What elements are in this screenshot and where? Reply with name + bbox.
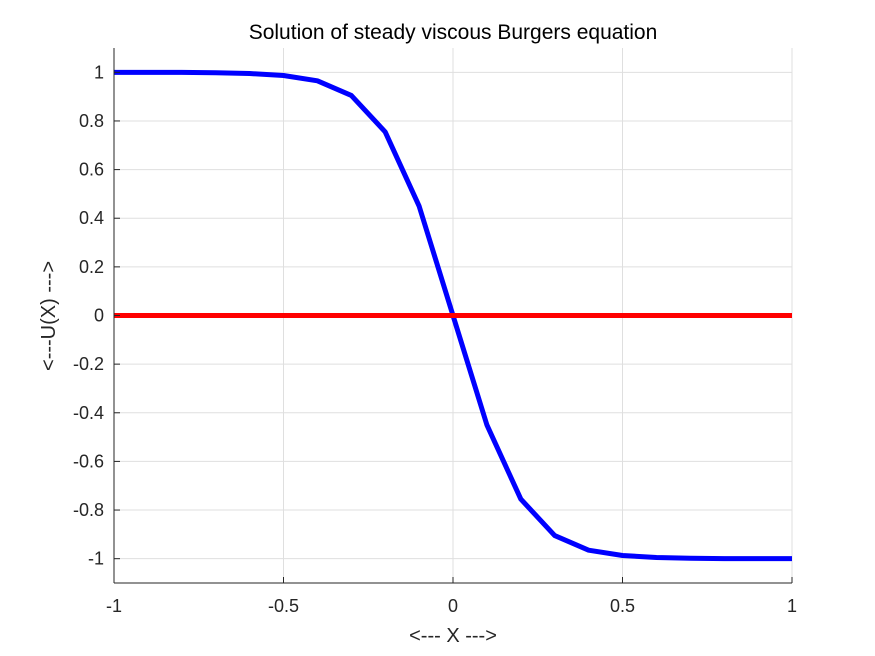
y-tick-label: 0.8 [79, 111, 104, 131]
x-tick-label: 1 [787, 596, 797, 616]
x-tick-label: -0.5 [268, 596, 299, 616]
x-axis-title: <--- X ---> [409, 625, 497, 647]
y-tick-label: -0.4 [73, 403, 104, 423]
y-tick-label: 0.6 [79, 160, 104, 180]
series-layer [114, 69, 792, 562]
y-ticks: 1 0.8 0.6 0.4 0.2 0 -0.2 -0.4 -0.6 -0.8 -1 [73, 62, 120, 569]
y-tick-label: -0.6 [73, 451, 104, 471]
x-tick-label: -1 [106, 596, 122, 616]
x-tick-label: 0 [448, 596, 458, 616]
y-tick-label: 0.2 [79, 257, 104, 277]
x-ticks: -1 -0.5 0 0.5 1 [106, 577, 797, 616]
y-tick-label: 0.4 [79, 208, 104, 228]
y-tick-label: 1 [94, 62, 104, 82]
chart-title: Solution of steady viscous Burgers equat… [249, 21, 658, 44]
y-tick-label: -1 [88, 549, 104, 569]
x-tick-label: 0.5 [610, 596, 635, 616]
y-axis-title: <---U(X) ---> [38, 261, 60, 371]
y-tick-label: 0 [94, 306, 104, 326]
y-tick-label: -0.2 [73, 354, 104, 374]
y-tick-label: -0.8 [73, 500, 104, 520]
